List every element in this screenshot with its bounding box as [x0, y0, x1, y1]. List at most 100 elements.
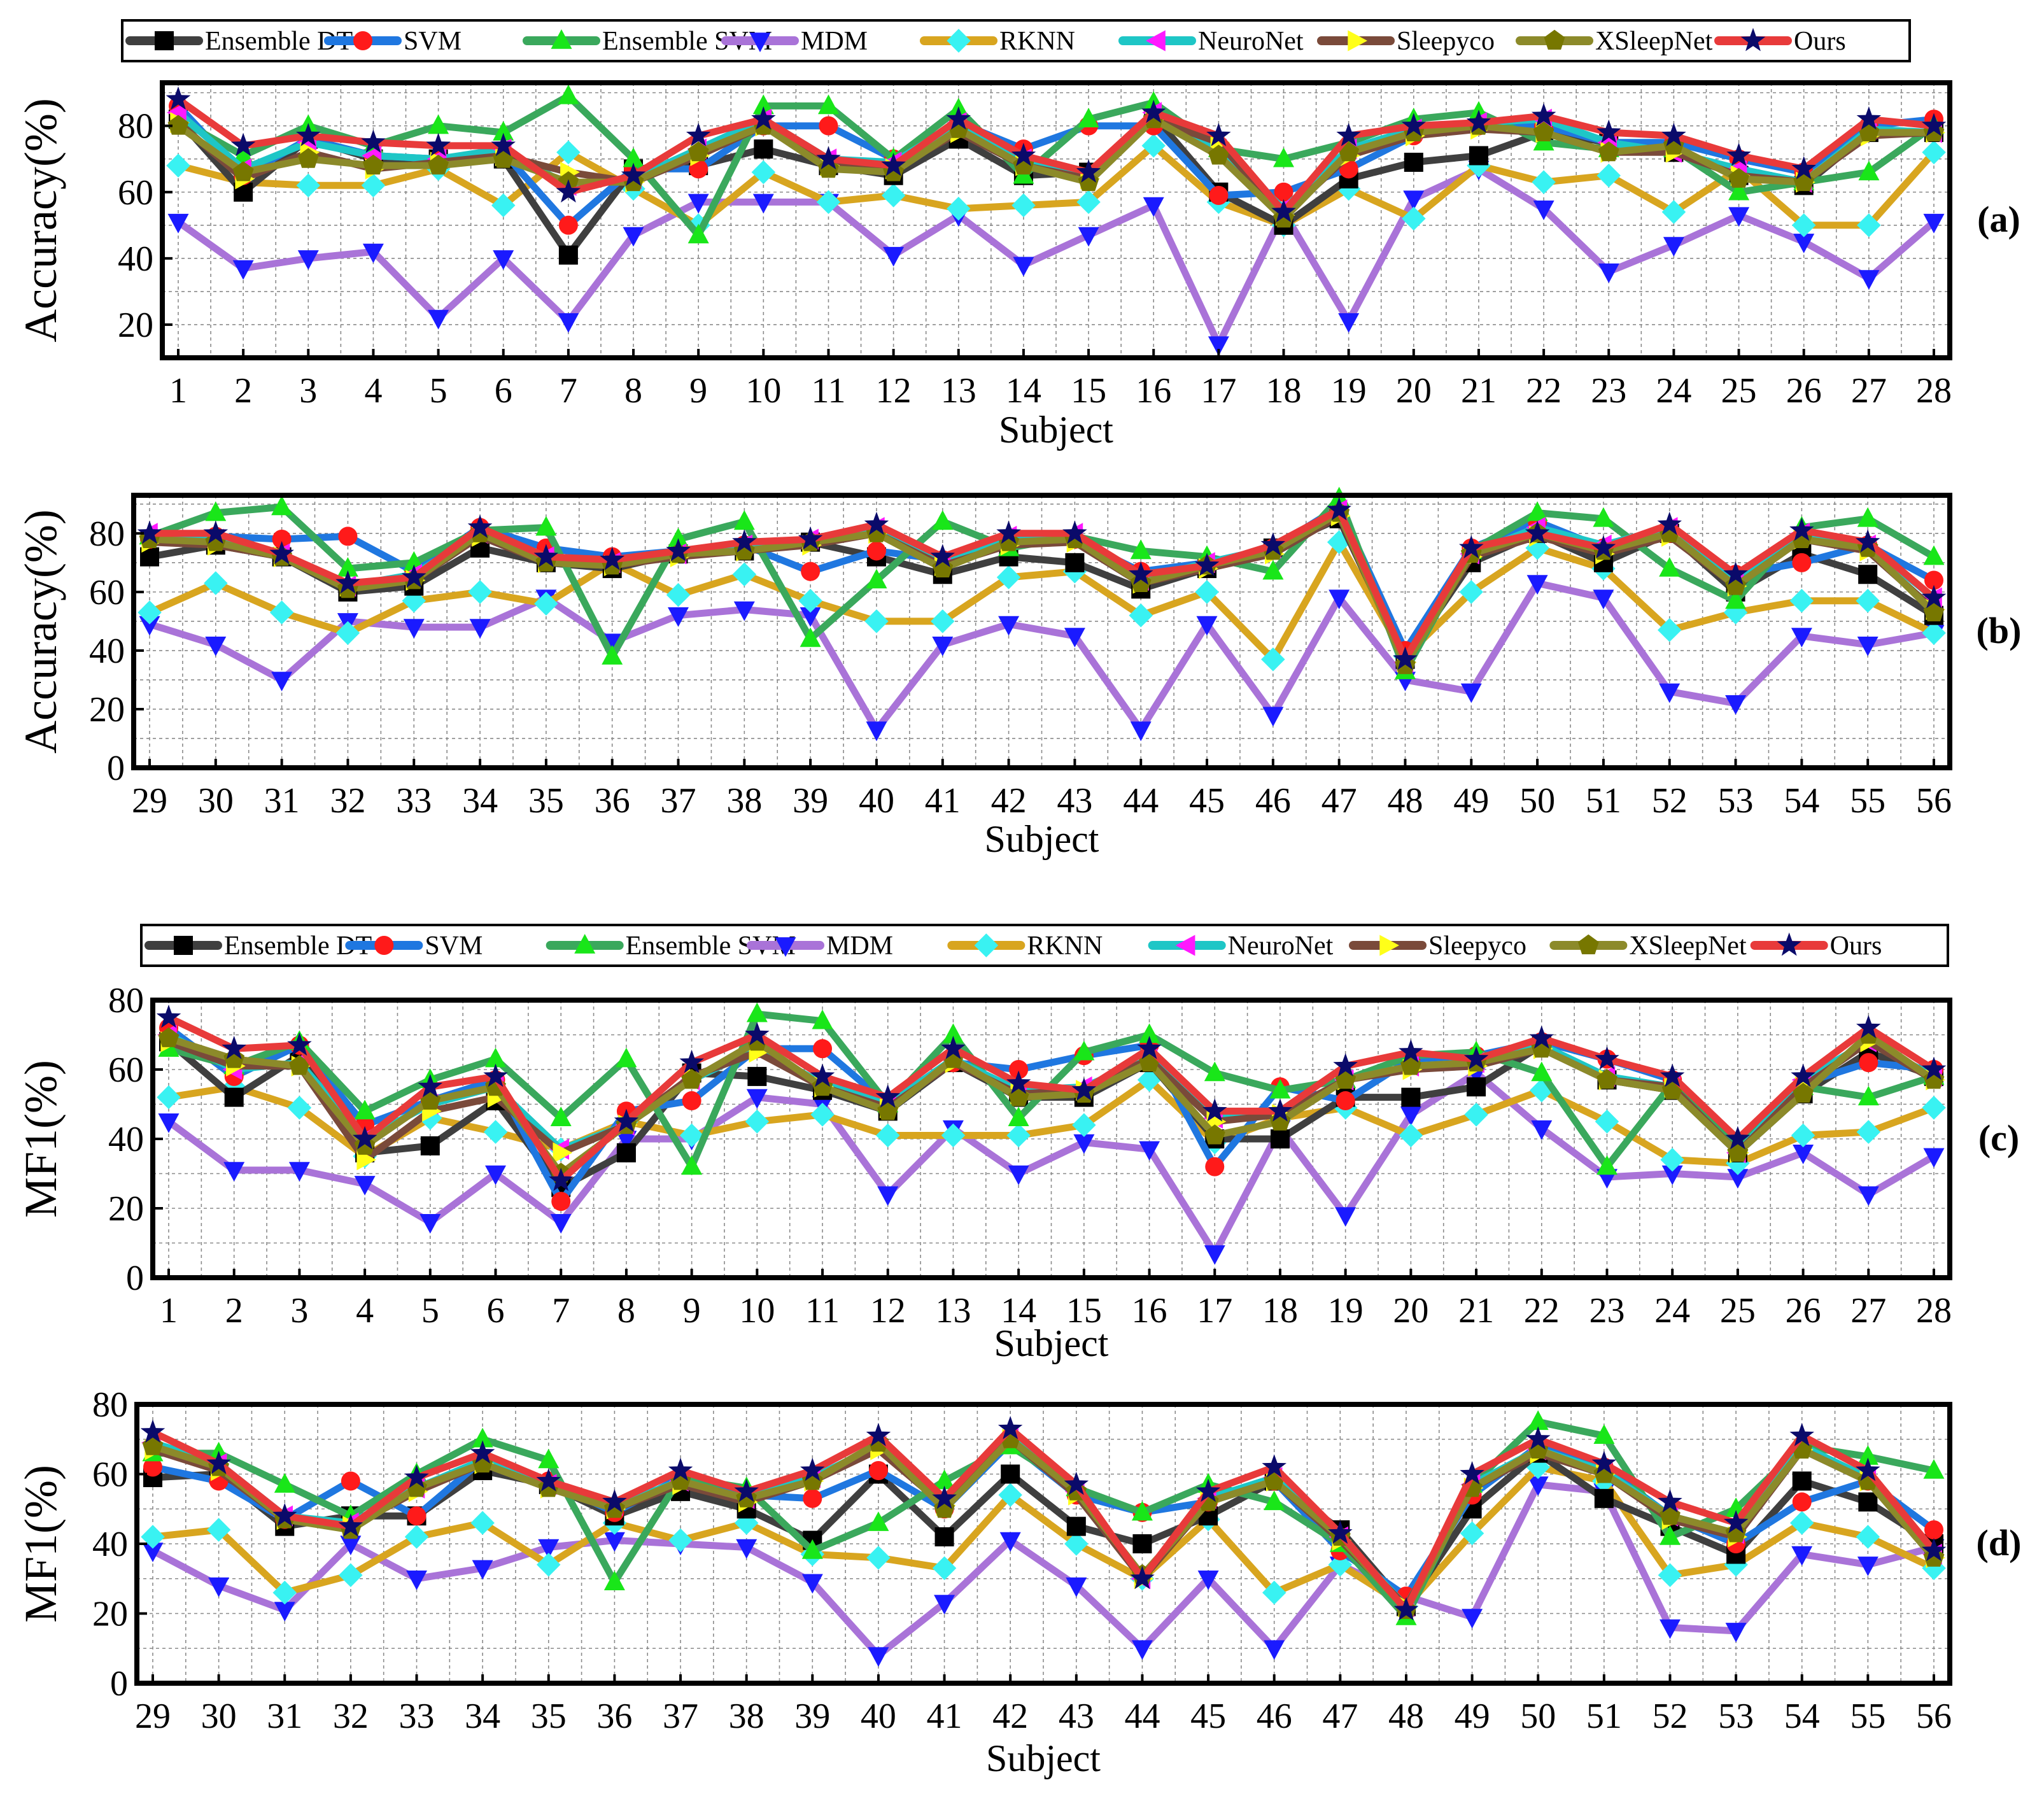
data-point-rknn	[876, 1123, 900, 1148]
plot-frame	[160, 80, 1952, 360]
data-point-ours	[621, 162, 646, 187]
data-point-rknn	[468, 580, 492, 604]
data-point-rknn	[206, 1518, 231, 1542]
data-point-mdm	[142, 1543, 164, 1562]
series-line-ours	[165, 1013, 1938, 1184]
y-tick-label: 20	[89, 690, 125, 730]
data-point-ensemble-svm	[800, 627, 821, 647]
data-point-ours	[875, 1084, 900, 1108]
data-point-xsleepnet	[687, 141, 709, 162]
data-point-ensemble-dt	[558, 245, 578, 265]
x-tick-label: 35	[531, 1697, 567, 1736]
legend-marker-xsleepnet	[1577, 934, 1599, 954]
data-point-rknn	[941, 1123, 966, 1148]
data-point-rknn	[1076, 190, 1101, 215]
data-point-ensemble-svm	[232, 144, 254, 164]
data-point-xsleepnet	[363, 154, 384, 175]
x-axis-label: Subject	[994, 1322, 1109, 1364]
data-point-ensemble-svm	[1923, 545, 1945, 565]
data-point-xsleepnet	[1598, 141, 1619, 162]
data-point-mdm	[1078, 227, 1099, 247]
data-point-ours	[556, 179, 581, 203]
data-point-ensemble-svm	[472, 1427, 493, 1448]
data-point-ensemble-svm	[1659, 557, 1681, 577]
data-point-ensemble-dt	[1065, 553, 1085, 572]
x-tick-label: 48	[1387, 781, 1423, 821]
data-point-svm	[1792, 553, 1812, 572]
data-point-rknn	[1922, 621, 1946, 646]
data-point-ours	[1596, 119, 1621, 143]
series-line-mdm	[174, 165, 1938, 348]
x-tick-label: 53	[1718, 781, 1754, 821]
data-point-mdm	[550, 1214, 572, 1234]
x-tick-label: 15	[1071, 371, 1106, 411]
legend-item-mdm: MDM	[747, 931, 893, 961]
x-tick-label: 39	[793, 781, 828, 821]
data-point-ours	[1260, 532, 1286, 556]
data-point-ours	[470, 1440, 495, 1464]
x-tick-label: 41	[925, 781, 961, 821]
data-point-mdm	[1197, 1571, 1219, 1590]
data-point-rknn	[745, 1110, 770, 1134]
legend-label-sleepyco: Sleepyco	[1397, 27, 1495, 56]
data-point-ours	[1921, 1537, 1947, 1562]
data-point-ensemble-dt	[1467, 1077, 1486, 1097]
data-point-rknn	[1789, 588, 1814, 613]
data-point-ours	[418, 1074, 443, 1098]
data-point-mdm	[1793, 234, 1815, 253]
data-point-ensemble-svm	[932, 510, 954, 530]
x-tick-label: 39	[794, 1697, 830, 1736]
data-point-ours	[338, 1513, 363, 1537]
data-point-ensemble-svm	[1593, 507, 1614, 527]
data-point-mdm	[362, 243, 384, 264]
data-point-mdm	[746, 1089, 768, 1109]
data-point-mdm	[1857, 637, 1878, 656]
data-point-xsleepnet	[289, 1055, 310, 1075]
data-point-ours	[272, 1502, 297, 1527]
data-point-rknn	[287, 1096, 312, 1120]
legend-marker-ensemble-svm	[574, 934, 596, 954]
data-point-ours	[1660, 1063, 1685, 1087]
data-point-mdm	[1008, 1165, 1029, 1185]
x-tick-label: 46	[1257, 1697, 1292, 1736]
data-point-rknn	[556, 140, 581, 165]
series-ours	[140, 1416, 1947, 1621]
data-point-ours	[206, 1450, 231, 1474]
x-tick-label: 24	[1654, 1291, 1690, 1331]
x-tick-label: 28	[1916, 1291, 1952, 1331]
x-tick-label: 9	[683, 1291, 701, 1331]
data-point-ours	[361, 129, 386, 153]
data-point-ensemble-svm	[818, 94, 839, 115]
data-point-mdm	[603, 1532, 625, 1552]
data-point-ours	[230, 132, 256, 157]
data-point-ours	[1791, 1063, 1815, 1087]
y-axis-label: Accuracy(%)	[15, 509, 66, 754]
data-point-ours	[536, 1468, 561, 1492]
data-point-mdm	[1593, 590, 1614, 610]
x-tick-label: 26	[1786, 1291, 1821, 1331]
data-point-rknn	[335, 621, 360, 646]
y-tick-label: 40	[89, 632, 125, 671]
data-point-ours	[864, 511, 889, 535]
data-point-ours	[668, 1457, 693, 1481]
series-line-xsleepnet	[149, 1436, 1938, 1614]
x-tick-label: 31	[264, 781, 300, 821]
plot-frame	[131, 493, 1952, 770]
data-point-rknn	[1262, 1580, 1286, 1605]
series-rknn	[141, 1455, 1946, 1619]
data-point-ours	[600, 547, 624, 570]
x-tick-label: 37	[663, 1697, 698, 1736]
data-point-ours	[1466, 109, 1491, 133]
legend-marker-sleepyco	[1379, 935, 1399, 956]
y-tick-label: 80	[89, 514, 125, 554]
series-line-xsleepnet	[165, 1031, 1938, 1177]
data-point-mdm	[139, 616, 160, 636]
x-tick-label: 50	[1519, 781, 1555, 821]
x-tick-label: 48	[1388, 1697, 1424, 1736]
panel-b-accuracy-chart: 29 30 31 32 33 34 35 36 37 38 39 40 41 42 43 44 45 46 47 48…	[15, 486, 2021, 860]
data-point-ours	[1202, 1098, 1227, 1122]
data-point-rknn	[1460, 1521, 1484, 1546]
data-point-ensemble-svm	[1596, 1155, 1618, 1175]
data-point-svm	[813, 1039, 833, 1059]
data-point-xsleepnet	[1596, 1069, 1618, 1089]
